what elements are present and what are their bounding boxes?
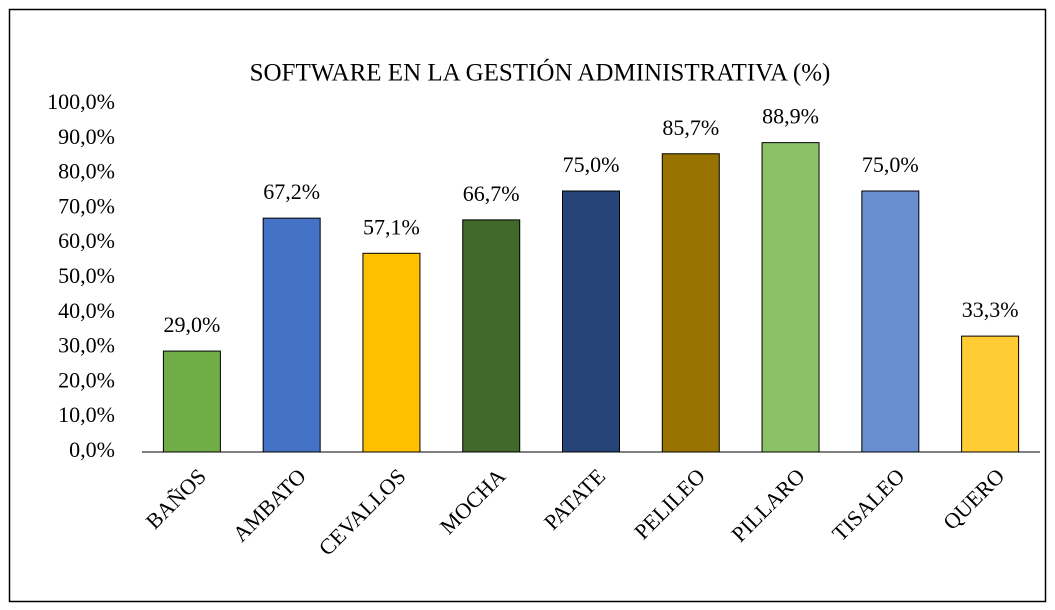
value-label: 33,3% [962,297,1019,322]
y-tick-label: 50,0% [58,263,115,288]
bar [462,219,521,453]
bar [661,153,720,453]
value-label: 67,2% [263,179,320,204]
bar [362,252,421,453]
bar [861,190,920,453]
value-label: 75,0% [862,152,919,177]
y-tick-label: 80,0% [58,159,115,184]
y-tick-label: 70,0% [58,193,115,218]
y-tick-label: 30,0% [58,333,115,358]
bar [162,350,221,453]
y-tick-label: 60,0% [58,228,115,253]
value-label: 85,7% [662,115,719,140]
y-tick-label: 90,0% [58,124,115,149]
bar [262,217,321,453]
y-tick-label: 20,0% [58,367,115,392]
value-label: 66,7% [463,181,520,206]
value-label: 88,9% [762,104,819,129]
y-tick-label: 0,0% [69,437,115,462]
y-tick-label: 40,0% [58,298,115,323]
bar [961,335,1020,453]
bar [761,142,820,453]
y-tick-label: 10,0% [58,402,115,427]
chart-title: SOFTWARE EN LA GESTIÓN ADMINISTRATIVA (%… [250,59,831,87]
value-label: 57,1% [363,214,420,239]
bar [562,190,620,453]
y-tick-label: 100,0% [47,89,115,114]
value-label: 29,0% [163,312,220,337]
value-label: 75,0% [563,152,620,177]
